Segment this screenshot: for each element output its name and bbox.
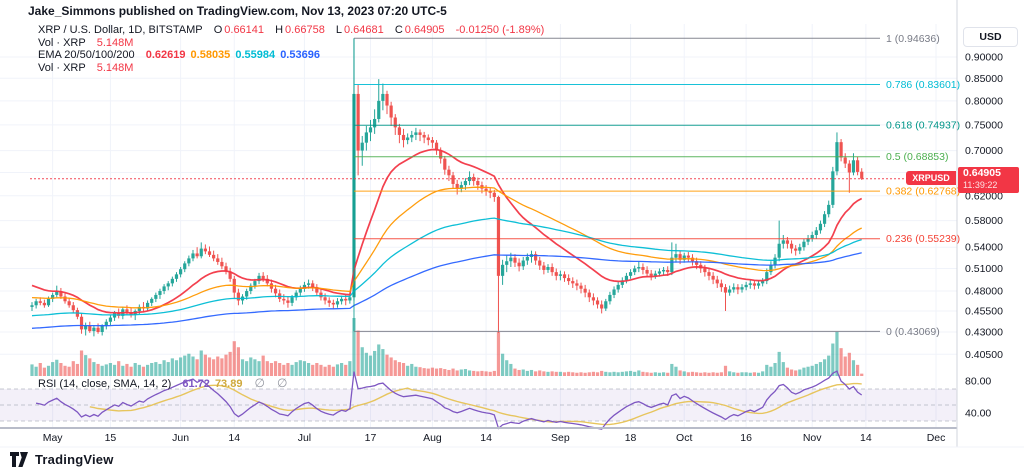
svg-text:0.5 (0.68853): 0.5 (0.68853) [886, 151, 948, 163]
countdown-timer: 11:39:22 [963, 180, 998, 190]
svg-text:0.75000: 0.75000 [965, 119, 1003, 131]
svg-text:0 (0.43069): 0 (0.43069) [886, 326, 940, 338]
svg-text:16: 16 [740, 432, 752, 444]
ema100-value: 0.55984 [235, 49, 276, 61]
ema200-value: 0.53696 [280, 49, 320, 61]
ema20-value: 0.62619 [145, 49, 186, 61]
volume-value: 5.148M [96, 37, 134, 49]
ema-legend-row[interactable]: EMA 20/50/100/200 0.62619 0.58035 0.5598… [38, 49, 322, 61]
svg-text:Sep: Sep [551, 432, 570, 444]
rsi-value: 61.72 [182, 378, 210, 390]
svg-text:0.58000: 0.58000 [965, 215, 1003, 227]
svg-text:14: 14 [228, 432, 240, 444]
last-price-badge: 0.64905 11:39:22 [958, 167, 1019, 193]
tradingview-watermark[interactable]: TradingView [10, 451, 114, 468]
svg-text:Oct: Oct [676, 432, 692, 444]
svg-text:0.40500: 0.40500 [965, 349, 1003, 361]
volume-value-2: 5.148M [96, 62, 134, 74]
volume-study-label: Vol · XRP [38, 37, 86, 49]
svg-text:0.70000: 0.70000 [965, 145, 1003, 157]
change-value: -0.01250 (-1.89%) [455, 24, 545, 36]
rsi-study-label: RSI (14, close, SMA, 14, 2) [38, 378, 172, 390]
svg-text:0.80000: 0.80000 [965, 95, 1003, 107]
ema-study-label: EMA 20/50/100/200 [38, 49, 135, 61]
svg-text:0.45500: 0.45500 [965, 305, 1003, 317]
svg-text:0.236 (0.55239): 0.236 (0.55239) [886, 233, 960, 245]
open-label: O [213, 24, 223, 36]
svg-text:0.618 (0.74937): 0.618 (0.74937) [886, 120, 960, 132]
low-label: L [335, 24, 342, 36]
high-label: H [275, 24, 284, 36]
svg-text:0.382 (0.62768): 0.382 (0.62768) [886, 186, 960, 198]
publish-info: Jake_Simmons published on TradingView.co… [28, 4, 447, 18]
svg-text:0.786 (0.83601): 0.786 (0.83601) [886, 79, 960, 91]
high-value: 0.66758 [285, 24, 325, 36]
svg-text:14: 14 [480, 432, 492, 444]
svg-text:Jun: Jun [172, 432, 189, 444]
empty-set-icon[interactable]: ∅ [277, 376, 288, 390]
svg-text:Aug: Aug [423, 432, 442, 444]
open-value: 0.66141 [224, 24, 265, 36]
svg-text:Dec: Dec [927, 432, 946, 444]
rsi-sma-value: 73.89 [214, 378, 243, 390]
close-label: C [394, 24, 403, 36]
volume-legend-row-2[interactable]: Vol · XRP 5.148M [38, 62, 135, 74]
svg-text:17: 17 [365, 432, 377, 444]
svg-text:14: 14 [860, 432, 872, 444]
close-value: 0.64905 [404, 24, 445, 36]
tradingview-logo-icon [10, 452, 28, 467]
svg-text:0.90000: 0.90000 [965, 51, 1003, 63]
low-value: 0.64681 [344, 24, 384, 36]
brand-name: TradingView [35, 452, 114, 467]
last-price-value: 0.64905 [963, 167, 1001, 179]
ema50-value: 0.58035 [190, 49, 231, 61]
symbol-price-tag: XRPUSD [906, 171, 956, 185]
empty-set-icon[interactable]: ∅ [254, 376, 265, 390]
svg-text:0.62000: 0.62000 [965, 190, 1003, 202]
symbol-legend-row[interactable]: XRP / U.S. Dollar, 1D, BITSTAMP O 0.66141… [38, 24, 546, 36]
symbol-title: XRP / U.S. Dollar, 1D, BITSTAMP [38, 24, 203, 36]
svg-text:1 (0.94636): 1 (0.94636) [886, 33, 940, 45]
svg-text:0.48000: 0.48000 [965, 286, 1003, 298]
currency-toggle-button[interactable]: USD [963, 27, 1018, 47]
svg-text:18: 18 [625, 432, 637, 444]
svg-text:0.54000: 0.54000 [965, 242, 1003, 254]
svg-text:Jul: Jul [298, 432, 311, 444]
svg-text:Nov: Nov [803, 432, 822, 444]
volume-legend-row[interactable]: Vol · XRP 5.148M [38, 37, 135, 49]
volume-study-label-2: Vol · XRP [38, 62, 86, 74]
svg-text:15: 15 [105, 432, 117, 444]
svg-text:0.51000: 0.51000 [965, 263, 1003, 275]
svg-text:May: May [43, 432, 64, 444]
svg-text:80.00: 80.00 [965, 376, 991, 388]
svg-text:40.00: 40.00 [965, 408, 991, 420]
svg-text:0.85000: 0.85000 [965, 73, 1003, 85]
svg-text:0.43000: 0.43000 [965, 326, 1003, 338]
rsi-legend-row[interactable]: RSI (14, close, SMA, 14, 2) 61.72 73.89 … [38, 376, 290, 390]
